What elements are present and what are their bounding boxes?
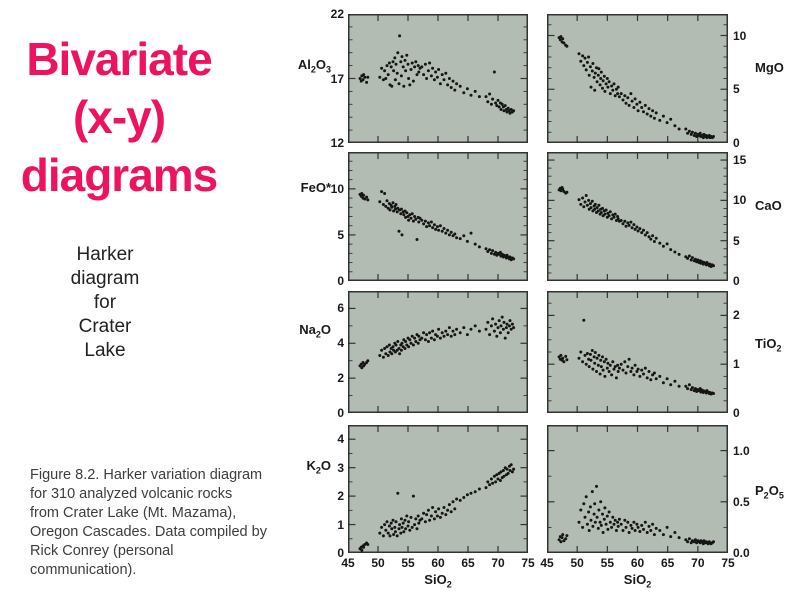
slide-subtitle: Harker diagram for Crater Lake [70,244,140,361]
y-tick-label-Na2O: 6 [337,301,344,316]
y-tick-label-Na2O: 0 [337,406,344,420]
plot-area-Na2O [348,291,528,413]
y-tick-label-CaO: 15 [733,153,747,168]
x-tick-label: 50 [570,556,584,570]
y-tick-label-Al2O3: 22 [330,7,344,21]
y-axis-label-P2O5: P2O5 [755,482,784,501]
y-tick-label-K2O: 2 [337,489,344,504]
y-tick-label-Al2O3: 12 [330,136,344,150]
x-tick-label: 75 [721,556,735,570]
y-tick-label-FeO: 5 [337,227,344,242]
plot-area-Al2O3 [348,14,528,143]
y-tick-label-Na2O: 2 [337,371,344,386]
x-tick-label: 60 [431,556,445,570]
y-tick-label-TiO2: 1 [733,357,740,372]
plot-area-CaO [547,152,728,281]
y-axis-label-FeO: FeO* [300,180,331,196]
y-tick-label-CaO: 10 [733,193,747,208]
scatter-panel-FeO [348,152,528,281]
x-tick-label: 65 [660,556,675,570]
scatter-panel-Al2O3 [348,14,528,143]
y-axis-label-K2O: K2O [306,458,331,476]
y-tick-label-CaO: 0 [733,274,740,288]
y-tick-label-MgO: 5 [733,82,740,97]
y-tick-label-K2O: 4 [337,432,344,447]
y-tick-label-K2O: 3 [337,460,344,475]
scatter-panel-TiO2 [547,291,728,413]
y-tick-label-Al2O3: 17 [330,71,344,86]
scatter-panel-K2O [348,425,528,553]
x-tick-label: 55 [401,556,415,570]
scatter-panel-Na2O [348,291,528,413]
y-tick-label-P2O5: 1.0 [733,443,750,458]
plot-area-K2O [348,425,528,553]
y-tick-label-TiO2: 0 [733,406,740,420]
x-tick-label: 45 [341,556,355,570]
x-tick-label: 70 [691,556,705,570]
y-tick-label-TiO2: 2 [733,308,740,323]
x-axis-label-SiO2: SiO2 [623,572,652,590]
y-tick-label-K2O: 1 [337,517,344,532]
x-tick-label: 75 [521,556,535,570]
y-tick-label-CaO: 5 [733,233,740,248]
x-tick-label: 55 [600,556,614,570]
slide-title: Bivariate (x-y) diagrams [20,33,219,201]
x-tick-label: 60 [630,556,645,570]
y-tick-label-FeO: 10 [330,181,344,196]
y-tick-label-MgO: 0 [733,136,740,150]
figure-caption: Figure 8.2. Harker variation diagram for… [30,467,267,578]
y-axis-label-MgO: MgO [755,60,784,76]
x-tick-label: 70 [491,556,505,570]
y-axis-label-TiO2: TiO2 [755,335,782,354]
x-tick-label: 45 [540,556,554,570]
y-tick-label-P2O5: 0.5 [733,494,750,509]
y-tick-label-FeO: 0 [337,274,344,288]
scatter-panel-MgO [547,14,728,143]
y-tick-label-MgO: 10 [733,28,747,43]
plot-area-P2O5 [547,425,728,553]
y-axis-label-CaO: CaO [755,198,782,214]
scatter-panel-CaO [547,152,728,281]
scatter-panel-P2O5 [547,425,728,553]
x-tick-label: 50 [371,556,385,570]
y-axis-label-Na2O: Na2O [299,322,331,340]
x-tick-label: 65 [461,556,475,570]
plot-area-TiO2 [547,291,728,413]
y-tick-label-K2O: 0 [337,546,344,560]
plot-area-MgO [547,14,728,143]
y-axis-label-Al2O3: Al2O3 [297,56,331,75]
plot-area-FeO [348,152,528,281]
x-axis-label-SiO2: SiO2 [424,572,452,590]
y-tick-label-Na2O: 4 [337,336,344,351]
y-tick-label-P2O5: 0.0 [733,546,750,560]
